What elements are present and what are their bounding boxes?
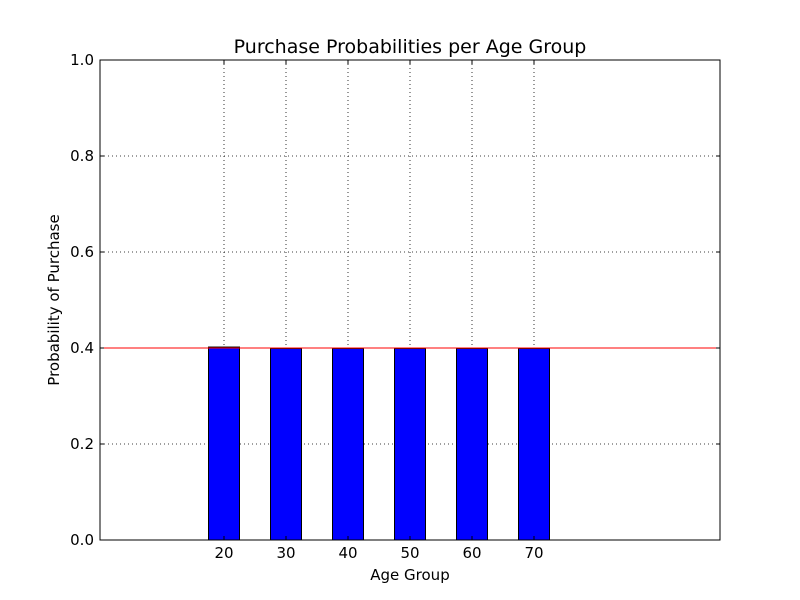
- y-tick-label: 0.8: [70, 147, 94, 165]
- y-tick-label: 0.0: [70, 531, 94, 549]
- chart-title: Purchase Probabilities per Age Group: [234, 36, 587, 58]
- x-tick-label: 60: [462, 544, 481, 562]
- bars: [208, 346, 550, 541]
- y-tick-label: 0.6: [70, 243, 94, 261]
- bar-40: [332, 347, 364, 541]
- x-tick-label: 50: [400, 544, 419, 562]
- y-tick-label: 0.4: [70, 339, 94, 357]
- axis-ticks: 20 30 40 50 60 70 0.0 0.2 0.4 0.6 0.8 1.0: [70, 51, 720, 562]
- x-tick-label: 20: [214, 544, 233, 562]
- bar-20: [208, 346, 240, 541]
- bar-30: [270, 347, 302, 541]
- bar-60: [456, 347, 488, 541]
- y-axis-label: Probability of Purchase: [45, 214, 63, 385]
- bar-70: [518, 347, 550, 541]
- x-tick-label: 70: [524, 544, 543, 562]
- x-tick-label: 30: [276, 544, 295, 562]
- bar-50: [394, 347, 426, 541]
- y-tick-label: 0.2: [70, 435, 94, 453]
- y-tick-label: 1.0: [70, 51, 94, 69]
- x-tick-label: 40: [338, 544, 357, 562]
- x-axis-label: Age Group: [370, 566, 449, 584]
